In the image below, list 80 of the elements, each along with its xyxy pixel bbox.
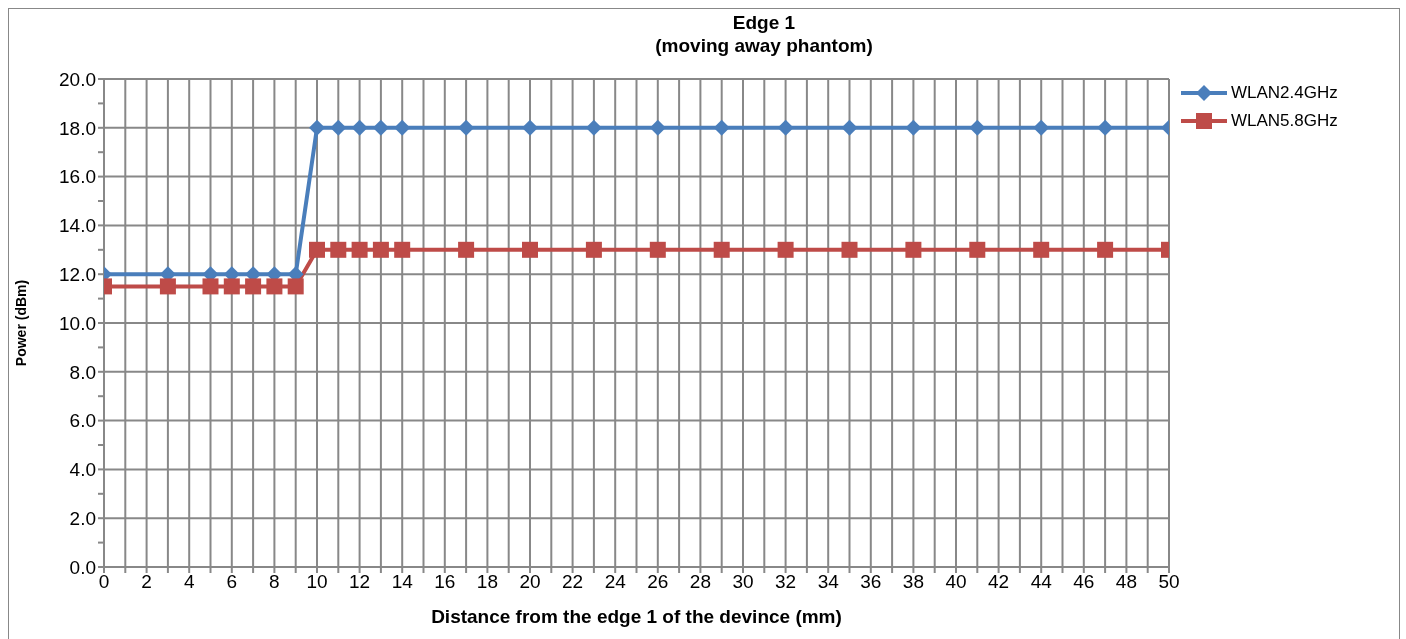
y-tick-label: 6.0 <box>69 410 96 432</box>
point <box>969 241 986 258</box>
point <box>394 241 411 258</box>
point <box>1097 241 1114 258</box>
y-tick-label: 20.0 <box>59 68 96 90</box>
point <box>159 278 176 295</box>
x-tick-label: 38 <box>902 571 924 593</box>
point <box>649 241 666 258</box>
x-tick-label: 16 <box>434 571 456 593</box>
point <box>245 278 262 295</box>
x-tick-label: 12 <box>349 571 371 593</box>
point <box>223 278 240 295</box>
y-axis-title: Power (dBm) <box>12 279 29 367</box>
legend-label: WLAN2.4GHz <box>1231 83 1338 103</box>
point <box>372 119 389 136</box>
y-tick-label: 18.0 <box>59 117 96 139</box>
y-tick-label: 12.0 <box>59 263 96 285</box>
x-tick-label: 34 <box>817 571 840 593</box>
x-tick-label: 32 <box>775 571 797 593</box>
y-tick-label: 2.0 <box>69 507 96 529</box>
x-tick-label: 4 <box>183 571 195 593</box>
point <box>1033 119 1050 136</box>
x-tick-label: 6 <box>226 571 238 593</box>
point <box>777 119 794 136</box>
point <box>522 119 538 136</box>
point <box>841 119 858 136</box>
x-tick-label: 46 <box>1073 571 1095 593</box>
y-tick-label: 4.0 <box>69 459 96 481</box>
point <box>841 241 858 258</box>
point <box>309 241 325 258</box>
x-tick-label: 28 <box>689 571 711 593</box>
x-tick-label: 48 <box>1115 571 1137 593</box>
point <box>1097 119 1114 136</box>
chart-title: Edge 1 (moving away phantom) <box>654 11 874 57</box>
point <box>351 119 368 136</box>
x-tick-label: 0 <box>98 571 110 593</box>
x-tick-label: 40 <box>945 571 967 593</box>
point <box>458 241 475 258</box>
x-tick-label: 24 <box>604 571 627 593</box>
x-axis-title: Distance from the edge 1 of the devince (mm) <box>431 606 842 627</box>
y-tick-label: 10.0 <box>59 312 96 334</box>
point <box>585 119 602 136</box>
x-tick-label: 44 <box>1030 571 1053 593</box>
point <box>202 278 219 295</box>
point <box>330 241 347 258</box>
x-tick-label: 8 <box>269 571 280 593</box>
x-tick-label: 50 <box>1158 571 1180 593</box>
y-tick-label: 16.0 <box>59 166 96 188</box>
point <box>713 119 730 136</box>
point <box>905 119 922 136</box>
point <box>351 241 368 258</box>
x-tick-label: 18 <box>476 571 498 593</box>
x-tick-label: 22 <box>562 571 584 593</box>
point <box>330 119 347 136</box>
x-tick-label: 30 <box>732 571 754 593</box>
point <box>372 241 389 258</box>
x-tick-label: 20 <box>519 571 541 593</box>
point <box>266 278 283 295</box>
point <box>309 119 325 136</box>
x-tick-label: 42 <box>988 571 1010 593</box>
y-tick-label: 0.0 <box>69 556 96 578</box>
x-tick-label: 2 <box>141 571 152 593</box>
point <box>394 119 411 136</box>
x-tick-label: 36 <box>860 571 882 593</box>
point <box>969 119 986 136</box>
y-tick-label: 8.0 <box>69 361 96 383</box>
point <box>287 278 304 295</box>
legend-label: WLAN5.8GHz <box>1231 111 1338 131</box>
point <box>905 241 922 258</box>
point <box>649 119 666 136</box>
x-tick-label: 26 <box>647 571 669 593</box>
x-tick-label: 14 <box>391 571 414 593</box>
point <box>522 241 538 258</box>
point <box>777 241 794 258</box>
point <box>1033 241 1050 258</box>
y-tick-label: 14.0 <box>59 215 96 237</box>
point <box>458 119 475 136</box>
point <box>713 241 730 258</box>
point <box>585 241 602 258</box>
x-tick-label: 10 <box>306 571 328 593</box>
